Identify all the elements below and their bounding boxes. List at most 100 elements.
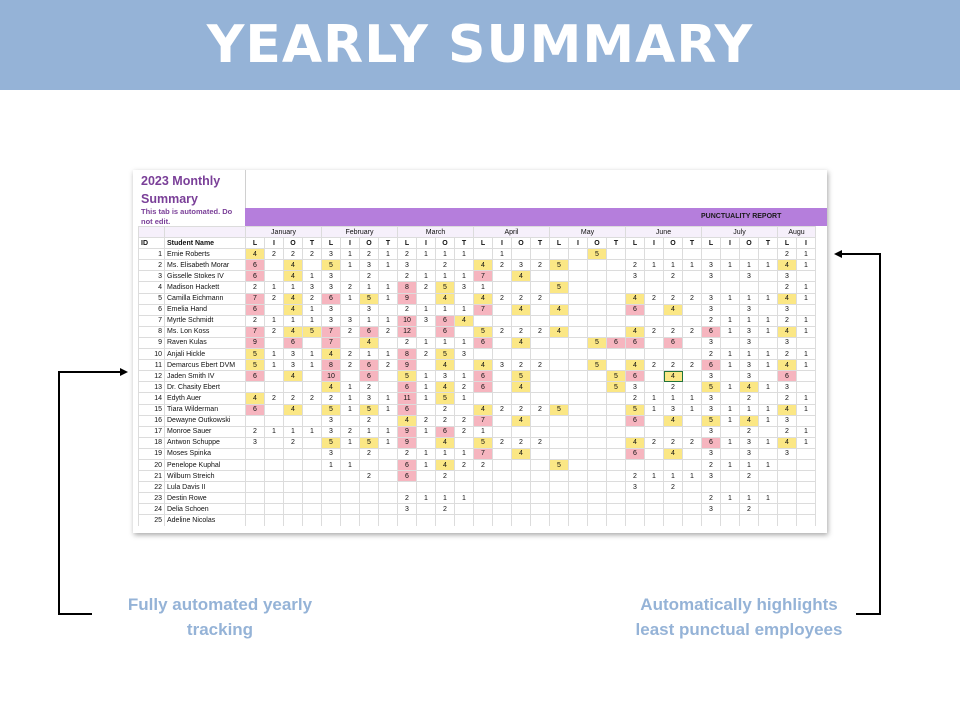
value-cell[interactable] — [549, 270, 569, 283]
value-cell[interactable] — [568, 403, 588, 416]
value-cell[interactable]: 2 — [663, 270, 683, 283]
value-cell[interactable]: 9 — [397, 359, 417, 372]
value-cell[interactable]: 2 — [663, 436, 683, 449]
value-cell[interactable] — [549, 425, 569, 438]
value-cell[interactable] — [454, 325, 474, 338]
row-id-cell[interactable]: 6 — [138, 303, 165, 316]
value-cell[interactable]: 1 — [416, 492, 436, 505]
value-cell[interactable]: 1 — [416, 336, 436, 350]
value-cell[interactable]: 1 — [435, 492, 455, 505]
value-cell[interactable]: 2 — [359, 248, 379, 261]
value-cell[interactable]: 11 — [397, 392, 417, 405]
value-cell[interactable]: 2 — [682, 292, 702, 305]
student-name-cell[interactable]: Ernie Roberts — [164, 248, 246, 261]
value-cell[interactable] — [796, 336, 816, 350]
month-header[interactable]: April — [473, 226, 550, 239]
row-id-cell[interactable]: 18 — [138, 436, 165, 449]
value-cell[interactable] — [264, 259, 284, 272]
value-cell[interactable]: 2 — [492, 403, 512, 416]
value-cell[interactable] — [606, 303, 626, 316]
value-cell[interactable]: 3 — [359, 303, 379, 316]
value-cell[interactable] — [587, 270, 607, 283]
value-cell[interactable] — [378, 414, 398, 427]
value-cell[interactable] — [796, 514, 816, 526]
value-cell[interactable] — [587, 370, 607, 383]
value-cell[interactable] — [682, 425, 702, 438]
student-name-cell[interactable]: Emelia Hand — [164, 303, 246, 316]
value-cell[interactable] — [492, 414, 512, 427]
value-cell[interactable] — [644, 348, 664, 361]
value-cell[interactable] — [568, 259, 588, 272]
value-cell[interactable]: 6 — [625, 370, 645, 383]
value-cell[interactable]: 1 — [682, 403, 702, 416]
value-cell[interactable] — [264, 303, 284, 316]
value-cell[interactable]: 5 — [359, 403, 379, 416]
value-cell[interactable] — [245, 458, 265, 472]
value-cell[interactable] — [758, 248, 778, 261]
value-cell[interactable]: 1 — [302, 425, 322, 438]
value-cell[interactable]: 1 — [359, 425, 379, 438]
value-cell[interactable]: 1 — [663, 259, 683, 272]
value-cell[interactable]: 5 — [397, 370, 417, 383]
value-cell[interactable]: 4 — [435, 458, 455, 472]
value-cell[interactable]: 2 — [530, 359, 550, 372]
value-cell[interactable]: 5 — [549, 259, 569, 272]
value-cell[interactable]: 1 — [739, 403, 759, 416]
value-cell[interactable] — [587, 425, 607, 438]
value-cell[interactable]: 5 — [587, 248, 607, 261]
value-cell[interactable]: 6 — [701, 436, 721, 449]
value-cell[interactable] — [758, 392, 778, 405]
value-cell[interactable]: 1 — [492, 248, 512, 261]
student-name-cell[interactable]: Penelope Kuphal — [164, 458, 246, 472]
value-cell[interactable]: 3 — [359, 392, 379, 405]
student-name-cell[interactable]: Camilla Eichmann — [164, 292, 246, 305]
value-cell[interactable] — [264, 336, 284, 350]
value-cell[interactable] — [511, 314, 531, 327]
value-cell[interactable]: 7 — [473, 414, 493, 427]
value-cell[interactable]: 4 — [549, 303, 569, 316]
value-cell[interactable]: 3 — [777, 381, 797, 394]
value-cell[interactable] — [283, 414, 303, 427]
value-cell[interactable]: 1 — [416, 392, 436, 405]
value-cell[interactable] — [264, 403, 284, 416]
value-cell[interactable]: 4 — [549, 325, 569, 338]
month-header[interactable]: June — [625, 226, 702, 239]
value-cell[interactable] — [758, 425, 778, 438]
value-cell[interactable]: 9 — [245, 336, 265, 350]
value-cell[interactable]: 5 — [435, 392, 455, 405]
value-cell[interactable]: 1 — [416, 303, 436, 316]
value-cell[interactable] — [587, 259, 607, 272]
value-cell[interactable] — [530, 348, 550, 361]
value-cell[interactable]: 6 — [435, 425, 455, 438]
sub-column-header[interactable]: T — [606, 237, 626, 250]
value-cell[interactable]: 1 — [416, 381, 436, 394]
value-cell[interactable]: 1 — [796, 348, 816, 361]
value-cell[interactable]: 1 — [663, 470, 683, 483]
value-cell[interactable] — [340, 414, 360, 427]
value-cell[interactable] — [454, 436, 474, 449]
value-cell[interactable] — [568, 425, 588, 438]
value-cell[interactable] — [568, 381, 588, 394]
value-cell[interactable] — [340, 270, 360, 283]
value-cell[interactable] — [644, 503, 664, 516]
value-cell[interactable]: 1 — [454, 492, 474, 505]
value-cell[interactable] — [682, 414, 702, 427]
value-cell[interactable]: 1 — [416, 425, 436, 438]
value-cell[interactable] — [359, 481, 379, 494]
value-cell[interactable] — [435, 514, 455, 526]
value-cell[interactable] — [264, 414, 284, 427]
id-column-header[interactable]: ID — [138, 237, 165, 250]
student-name-cell[interactable]: Delia Schoen — [164, 503, 246, 516]
value-cell[interactable]: 4 — [625, 292, 645, 305]
value-cell[interactable] — [796, 458, 816, 472]
value-cell[interactable] — [682, 458, 702, 472]
value-cell[interactable] — [340, 370, 360, 383]
value-cell[interactable]: 4 — [777, 436, 797, 449]
value-cell[interactable]: 2 — [701, 314, 721, 327]
value-cell[interactable]: 2 — [397, 270, 417, 283]
value-cell[interactable]: 12 — [397, 325, 417, 338]
value-cell[interactable] — [492, 470, 512, 483]
value-cell[interactable] — [549, 392, 569, 405]
value-cell[interactable] — [625, 314, 645, 327]
value-cell[interactable]: 4 — [511, 447, 531, 460]
